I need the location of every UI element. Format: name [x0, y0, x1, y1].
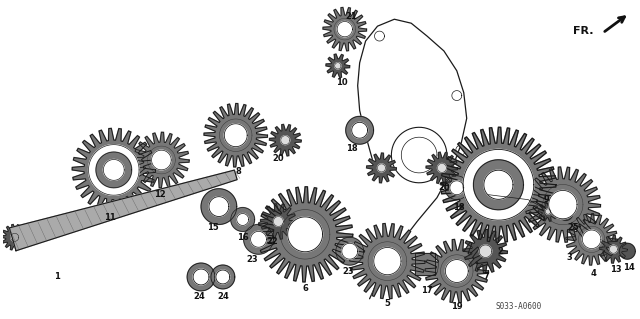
Polygon shape	[349, 224, 425, 299]
Text: 5: 5	[385, 299, 390, 308]
Polygon shape	[438, 163, 446, 172]
Polygon shape	[201, 189, 237, 225]
Polygon shape	[566, 213, 618, 265]
Polygon shape	[484, 170, 513, 199]
Text: 13: 13	[609, 264, 621, 273]
Text: 25: 25	[567, 223, 579, 232]
Polygon shape	[441, 127, 556, 242]
Polygon shape	[378, 164, 385, 172]
Polygon shape	[425, 239, 488, 303]
Polygon shape	[474, 160, 524, 210]
Polygon shape	[211, 265, 235, 289]
Polygon shape	[244, 225, 273, 254]
Polygon shape	[273, 217, 284, 226]
Polygon shape	[346, 116, 374, 144]
Text: 21: 21	[346, 12, 358, 21]
Text: 4: 4	[591, 270, 596, 278]
Polygon shape	[10, 170, 237, 251]
Polygon shape	[260, 204, 296, 239]
Polygon shape	[582, 230, 601, 249]
Polygon shape	[445, 176, 468, 200]
Text: 15: 15	[207, 223, 219, 232]
Polygon shape	[620, 243, 636, 259]
Polygon shape	[224, 124, 247, 147]
Polygon shape	[464, 229, 508, 273]
Polygon shape	[426, 152, 458, 184]
Polygon shape	[237, 213, 248, 226]
Text: 3: 3	[567, 253, 573, 262]
Polygon shape	[538, 202, 558, 221]
Text: 17: 17	[421, 286, 433, 295]
Text: S033-A0600: S033-A0600	[495, 302, 541, 311]
Polygon shape	[463, 149, 534, 220]
Text: 20: 20	[438, 183, 450, 192]
Polygon shape	[152, 150, 172, 170]
Text: 18: 18	[453, 203, 465, 212]
Polygon shape	[11, 233, 19, 241]
Text: 12: 12	[154, 190, 165, 199]
Text: 9: 9	[543, 195, 549, 204]
Polygon shape	[479, 245, 492, 257]
Polygon shape	[374, 248, 401, 275]
Polygon shape	[281, 136, 290, 145]
Polygon shape	[204, 103, 268, 167]
Polygon shape	[257, 187, 353, 282]
Text: 11: 11	[104, 213, 116, 222]
Polygon shape	[367, 153, 396, 183]
Polygon shape	[269, 124, 301, 156]
Polygon shape	[342, 243, 358, 259]
Polygon shape	[548, 190, 577, 219]
Text: 2: 2	[497, 247, 503, 256]
Text: 23: 23	[342, 266, 353, 276]
Polygon shape	[72, 128, 156, 211]
Polygon shape	[337, 21, 353, 37]
Polygon shape	[335, 63, 341, 69]
Text: 18: 18	[346, 144, 358, 152]
Polygon shape	[609, 245, 618, 253]
Polygon shape	[525, 167, 600, 242]
Text: 22: 22	[266, 237, 278, 246]
Polygon shape	[231, 208, 255, 231]
Polygon shape	[96, 152, 132, 188]
Polygon shape	[323, 7, 367, 51]
Polygon shape	[2, 225, 28, 250]
Polygon shape	[445, 260, 468, 282]
Text: 7: 7	[484, 272, 490, 281]
Text: 8: 8	[236, 167, 241, 176]
Text: 20: 20	[273, 153, 284, 162]
Polygon shape	[88, 145, 139, 195]
Bar	[415, 253, 435, 275]
Polygon shape	[559, 207, 573, 220]
Polygon shape	[288, 217, 323, 252]
Polygon shape	[326, 54, 349, 78]
Polygon shape	[600, 235, 627, 263]
Polygon shape	[187, 263, 215, 291]
Polygon shape	[104, 160, 124, 180]
Polygon shape	[352, 122, 367, 138]
Polygon shape	[209, 197, 229, 217]
Text: 6: 6	[302, 284, 308, 293]
Polygon shape	[545, 209, 550, 214]
Polygon shape	[251, 231, 266, 247]
Text: FR.: FR.	[573, 26, 593, 36]
Polygon shape	[134, 132, 189, 188]
Polygon shape	[336, 237, 364, 265]
Text: 19: 19	[451, 302, 463, 311]
Polygon shape	[450, 181, 464, 195]
Polygon shape	[216, 270, 230, 284]
Text: 10: 10	[336, 78, 348, 87]
Text: 23: 23	[247, 255, 259, 263]
Text: 16: 16	[237, 233, 248, 242]
Text: 1: 1	[54, 272, 60, 281]
Text: 24: 24	[217, 292, 228, 301]
Text: 24: 24	[193, 292, 205, 301]
Polygon shape	[193, 269, 209, 285]
Text: 14: 14	[623, 263, 635, 271]
